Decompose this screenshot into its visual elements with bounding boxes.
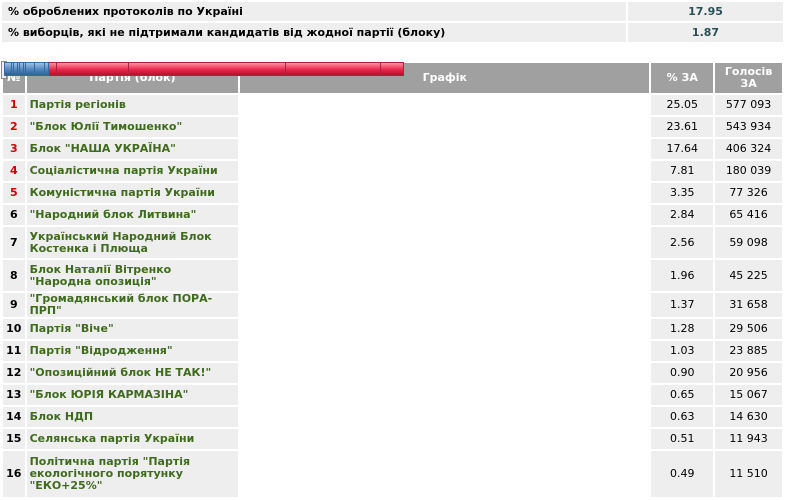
results-body: 1 Партія регіонів 25.05 577 093 2 "Блок Юлії …	[1, 61, 782, 497]
percent-value: 0.90	[651, 363, 714, 383]
table-row: 2 "Блок Юлії Тимошенко" 23.61 543 934	[1, 61, 782, 137]
row-number: 3	[3, 139, 25, 159]
row-number: 13	[3, 385, 25, 405]
percent-value: 0.63	[651, 407, 714, 427]
party-name: Блок НДП	[26, 407, 239, 427]
party-name: Соціалістична партія України	[26, 161, 239, 181]
party-name: Партія "Відродження"	[26, 341, 239, 361]
result-bar	[4, 62, 12, 76]
table-row: 5 Комуністична партія України 3.35 77 326	[1, 61, 782, 203]
table-row: 4 Соціалістична партія України 7.81 180 039	[1, 61, 782, 181]
row-number: 14	[3, 407, 25, 427]
processed-label: % оброблених протоколів по Україні	[2, 2, 626, 21]
summary-row-against: % виборців, які не підтримали кандидатів…	[2, 23, 783, 42]
row-number: 11	[3, 341, 25, 361]
party-name: Блок "НАША УКРАЇНА"	[26, 139, 239, 159]
table-row: 7 Український Народний Блок Костенка і Пл…	[1, 61, 782, 258]
row-number: 15	[3, 429, 25, 449]
party-name: Комуністична партія України	[26, 183, 239, 203]
party-name: "Народний блок Литвина"	[26, 205, 239, 225]
row-number: 12	[3, 363, 25, 383]
table-row: 8 Блок Наталії Вітренко "Народна опозиція…	[1, 61, 782, 291]
row-number: 10	[3, 319, 25, 339]
votes-value: 77 326	[715, 183, 782, 203]
party-name: Політична партія "Партія екологічного по…	[26, 451, 239, 497]
percent-value: 0.51	[651, 429, 714, 449]
votes-value: 59 098	[715, 227, 782, 258]
votes-value: 543 934	[715, 117, 782, 137]
party-name: "Опозиційний блок НЕ ТАК!"	[26, 363, 239, 383]
percent-value: 17.64	[651, 139, 714, 159]
votes-value: 31 658	[715, 293, 782, 317]
votes-value: 11 510	[715, 451, 782, 497]
header-pct: % ЗА	[651, 63, 714, 93]
party-name: Блок Наталії Вітренко "Народна опозиція"	[26, 260, 239, 291]
table-row: 9 "Громадянський блок ПОРА-ПРП" 1.37 31 658	[1, 61, 782, 317]
percent-value: 2.56	[651, 227, 714, 258]
summary-row-processed: % оброблених протоколів по Україні 17.95	[2, 2, 783, 21]
percent-value: 0.49	[651, 451, 714, 497]
votes-value: 180 039	[715, 161, 782, 181]
against-value: 1.87	[628, 23, 783, 42]
percent-value: 2.84	[651, 205, 714, 225]
table-row: 3 Блок "НАША УКРАЇНА" 17.64 406 324	[1, 61, 782, 159]
percent-value: 23.61	[651, 117, 714, 137]
percent-value: 0.65	[651, 385, 714, 405]
row-number: 16	[3, 451, 25, 497]
votes-value: 11 943	[715, 429, 782, 449]
percent-value: 25.05	[651, 95, 714, 115]
party-name: "Блок Юлії Тимошенко"	[26, 117, 239, 137]
row-number: 4	[3, 161, 25, 181]
party-name: Партія "Віче"	[26, 319, 239, 339]
row-number: 5	[3, 183, 25, 203]
party-name: "Громадянський блок ПОРА-ПРП"	[26, 293, 239, 317]
table-row: 14 Блок НДП 0.63 14 630	[1, 61, 782, 427]
votes-value: 15 067	[715, 385, 782, 405]
row-number: 6	[3, 205, 25, 225]
votes-value: 65 416	[715, 205, 782, 225]
votes-value: 23 885	[715, 341, 782, 361]
percent-value: 1.37	[651, 293, 714, 317]
votes-value: 29 506	[715, 319, 782, 339]
table-row: 6 "Народний блок Литвина" 2.84 65 416	[1, 61, 782, 225]
party-name: "Блок ЮРІЯ КАРМАЗІНА"	[26, 385, 239, 405]
table-row: 10 Партія "Віче" 1.28 29 506	[1, 61, 782, 339]
party-name: Селянська партія України	[26, 429, 239, 449]
votes-value: 45 225	[715, 260, 782, 291]
table-row: 11 Партія "Відродження" 1.03 23 885	[1, 61, 782, 361]
processed-value: 17.95	[628, 2, 783, 21]
table-row: 15 Селянська партія України 0.51 11 943	[1, 61, 782, 449]
summary-table: % оброблених протоколів по Україні 17.95…	[0, 0, 785, 44]
percent-value: 1.28	[651, 319, 714, 339]
party-name: Партія регіонів	[26, 95, 239, 115]
row-number: 8	[3, 260, 25, 291]
row-number: 1	[3, 95, 25, 115]
row-number: 9	[3, 293, 25, 317]
percent-value: 1.96	[651, 260, 714, 291]
table-row: 1 Партія регіонів 25.05 577 093	[1, 61, 782, 115]
percent-value: 1.03	[651, 341, 714, 361]
row-number: 2	[3, 117, 25, 137]
chart-cell	[1, 61, 12, 79]
against-label: % виборців, які не підтримали кандидатів…	[2, 23, 626, 42]
row-number: 7	[3, 227, 25, 258]
header-chart: Графік	[240, 63, 650, 93]
table-row: 16 Політична партія "Партія екологічного …	[1, 61, 782, 497]
votes-value: 577 093	[715, 95, 782, 115]
table-row: 12 "Опозиційний блок НЕ ТАК!" 0.90 20 956	[1, 61, 782, 383]
percent-value: 7.81	[651, 161, 714, 181]
percent-value: 3.35	[651, 183, 714, 203]
table-row: 13 "Блок ЮРІЯ КАРМАЗІНА" 0.65 15 067	[1, 61, 782, 405]
header-votes: Голосів ЗА	[715, 63, 782, 93]
results-table: № Партія (блок) Графік % ЗА Голосів ЗА 1…	[1, 61, 784, 499]
votes-value: 20 956	[715, 363, 782, 383]
party-name: Український Народний Блок Костенка і Плю…	[26, 227, 239, 258]
votes-value: 406 324	[715, 139, 782, 159]
votes-value: 14 630	[715, 407, 782, 427]
